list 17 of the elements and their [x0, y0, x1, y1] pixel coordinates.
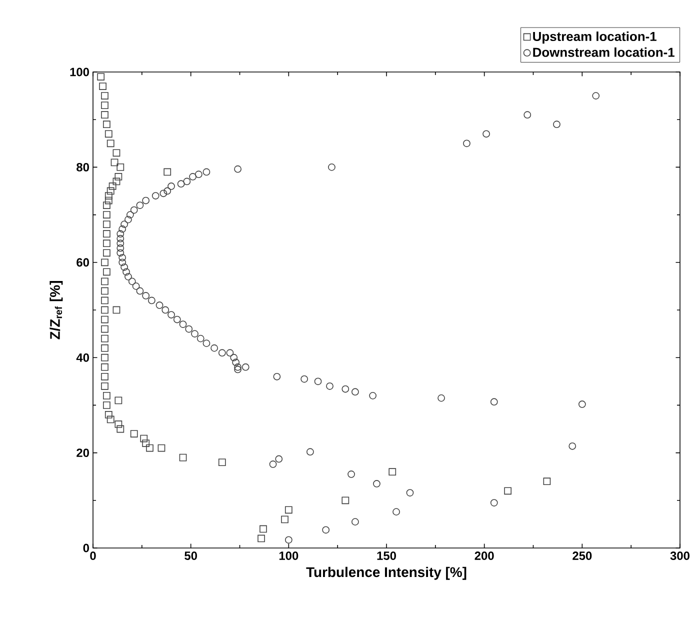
y-tick-label: 60	[76, 258, 89, 267]
x-tick-label: 100	[279, 552, 298, 560]
y-tick-label: 20	[76, 448, 89, 458]
x-tick-label: 300	[670, 552, 690, 560]
y-tick-label: 100	[70, 68, 89, 76]
y-tick-label: 40	[76, 353, 89, 362]
x-tick-label: 0	[90, 552, 96, 560]
x-tick-label: 250	[572, 552, 592, 560]
legend-label: Upstream location-1	[533, 32, 656, 44]
y-tick-label: 0	[83, 544, 89, 552]
x-tick-label: 150	[377, 552, 396, 560]
y-tick-label: 80	[76, 162, 89, 172]
x-axis-title: Turbulence Intensity [%]	[306, 566, 466, 580]
x-tick-label: 50	[184, 552, 197, 560]
x-tick-label: 200	[474, 552, 494, 560]
legend-label: Downstream location-1	[533, 47, 674, 57]
y-axis-title: Z/Z$_{ref}$ [%]	[50, 281, 63, 340]
